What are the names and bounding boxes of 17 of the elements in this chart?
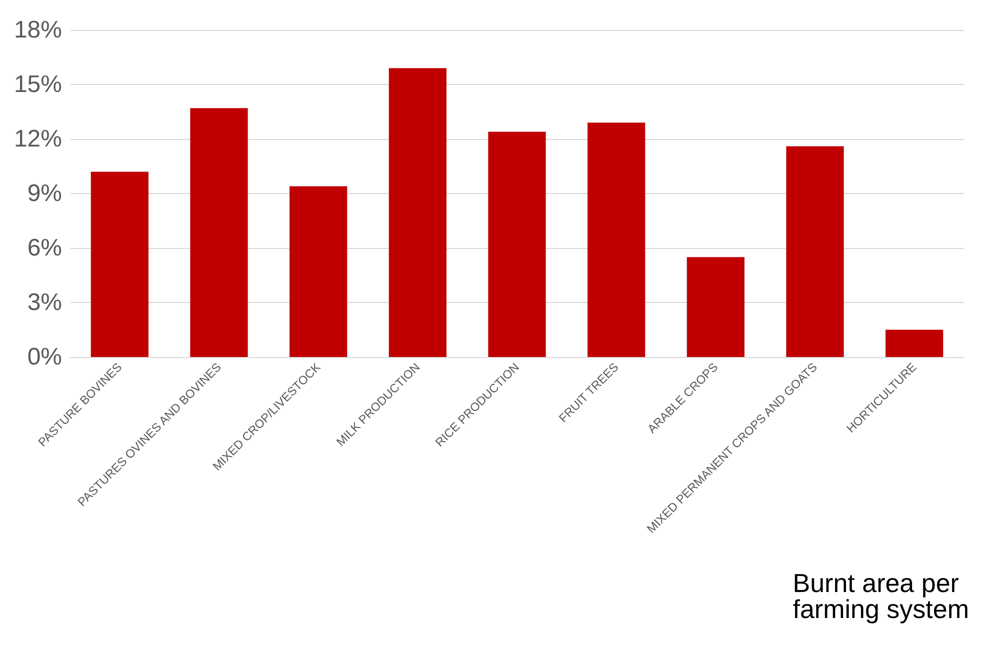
text: Burnt area per farming system (792, 568, 970, 624)
y-tick-label: 6% (27, 234, 62, 262)
bar (488, 132, 546, 357)
y-tick-label: 9% (27, 180, 62, 207)
y-tick-label: 18% (14, 16, 62, 44)
y-tick-label: 3% (27, 289, 62, 316)
bar (886, 330, 944, 357)
bar (388, 68, 446, 357)
bar (190, 108, 248, 357)
bar (686, 257, 744, 357)
bar (290, 186, 348, 357)
y-tick-label: 15% (14, 71, 62, 98)
bar (786, 146, 844, 357)
bar (588, 122, 646, 357)
y-tick-label: 0% (27, 344, 62, 370)
bar (90, 172, 148, 357)
y-tick-label: 12% (14, 126, 62, 152)
